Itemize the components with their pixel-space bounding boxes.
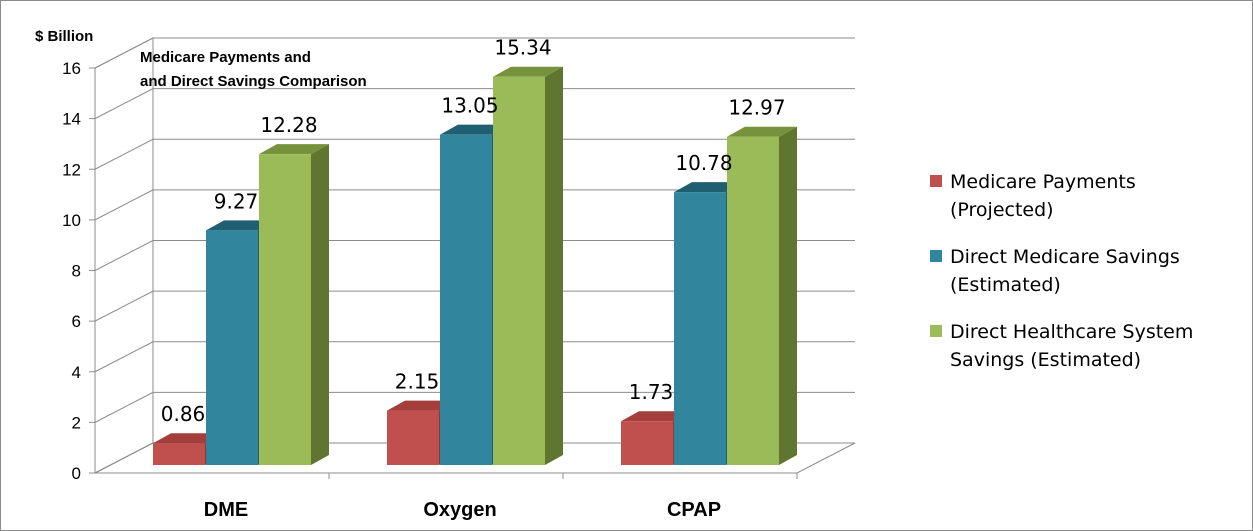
y-tick-label: 6 bbox=[72, 312, 81, 331]
y-tick-label: 0 bbox=[72, 464, 81, 483]
bar bbox=[259, 144, 329, 465]
bar-top bbox=[387, 400, 457, 411]
legend-label: (Projected) bbox=[950, 199, 1054, 221]
y-tick-label: 16 bbox=[62, 59, 81, 78]
data-label: 12.28 bbox=[260, 113, 317, 137]
bar-top bbox=[727, 126, 797, 137]
x-category-label: Oxygen bbox=[423, 499, 496, 521]
legend-swatch bbox=[930, 175, 942, 187]
gridline-side bbox=[94, 240, 154, 271]
bar-top bbox=[621, 411, 691, 422]
bar-side bbox=[779, 126, 797, 466]
x-category-label: DME bbox=[204, 499, 248, 521]
legend-label: (Estimated) bbox=[950, 274, 1061, 296]
bar-front bbox=[387, 410, 439, 465]
data-labels: 0.86 9.27 12.28 2.15 13.05 15.34 1.73 10.78 12.9… bbox=[161, 36, 786, 427]
bar-front bbox=[259, 154, 311, 465]
y-tick-label: 8 bbox=[72, 262, 81, 281]
legend: Medicare Payments (Projected) Direct Medic… bbox=[930, 171, 1193, 371]
gridline-side bbox=[94, 442, 154, 474]
data-label: 0.86 bbox=[161, 402, 206, 426]
bar bbox=[727, 126, 797, 466]
gridline-side bbox=[94, 37, 154, 69]
legend-swatch bbox=[930, 325, 942, 337]
bar-top bbox=[206, 220, 276, 231]
bar-front bbox=[493, 76, 545, 466]
bar-front bbox=[153, 443, 205, 465]
y-axis-label: $ Billion bbox=[35, 28, 93, 45]
legend-label: Savings (Estimated) bbox=[950, 349, 1141, 371]
gridline-side bbox=[94, 391, 154, 423]
legend-label: Direct Healthcare System bbox=[950, 321, 1193, 343]
legend-label: Direct Medicare Savings bbox=[950, 246, 1180, 268]
bar-top bbox=[674, 182, 744, 193]
data-label: 2.15 bbox=[395, 370, 440, 394]
legend-swatch bbox=[930, 250, 942, 262]
y-tick-label: 10 bbox=[62, 211, 81, 230]
bar-side bbox=[311, 144, 329, 465]
bar bbox=[493, 66, 563, 466]
data-label: 13.05 bbox=[441, 94, 498, 118]
y-axis-ticks: 0 2 4 6 8 10 12 14 16 bbox=[62, 59, 96, 483]
bar-side bbox=[545, 66, 563, 466]
y-tick-label: 12 bbox=[62, 160, 81, 179]
y-tick-label: 14 bbox=[62, 110, 81, 129]
data-label: 15.34 bbox=[494, 36, 551, 60]
data-label: 12.97 bbox=[728, 96, 785, 120]
gridline-side bbox=[94, 88, 154, 120]
chart-title: Medicare Payments and and Direct Savings … bbox=[140, 49, 367, 90]
y-tick-label: 4 bbox=[72, 363, 81, 382]
bar-top bbox=[440, 124, 510, 135]
bar-top bbox=[493, 66, 563, 77]
data-label: 1.73 bbox=[629, 380, 674, 404]
bars bbox=[153, 66, 797, 466]
bar-front bbox=[440, 134, 492, 465]
y-tick-label: 2 bbox=[72, 413, 81, 432]
bar-front bbox=[727, 136, 779, 465]
x-category-label: CPAP bbox=[667, 499, 721, 521]
data-label: 10.78 bbox=[675, 151, 732, 175]
data-label: 9.27 bbox=[214, 189, 259, 213]
bar-top bbox=[259, 144, 329, 155]
bar-front bbox=[674, 192, 726, 465]
gridline-side bbox=[94, 341, 154, 373]
chart-title-line: Medicare Payments and bbox=[140, 49, 311, 66]
gridline-side bbox=[94, 290, 154, 322]
chart-title-line: and Direct Savings Comparison bbox=[140, 73, 367, 90]
legend-label: Medicare Payments bbox=[950, 171, 1136, 193]
bar-top bbox=[153, 433, 223, 444]
x-axis-categories: DME Oxygen CPAP bbox=[204, 473, 798, 521]
gridline-side bbox=[94, 189, 154, 221]
bar-front bbox=[621, 421, 673, 465]
gridline-side bbox=[94, 138, 154, 170]
bar-front bbox=[206, 230, 258, 465]
